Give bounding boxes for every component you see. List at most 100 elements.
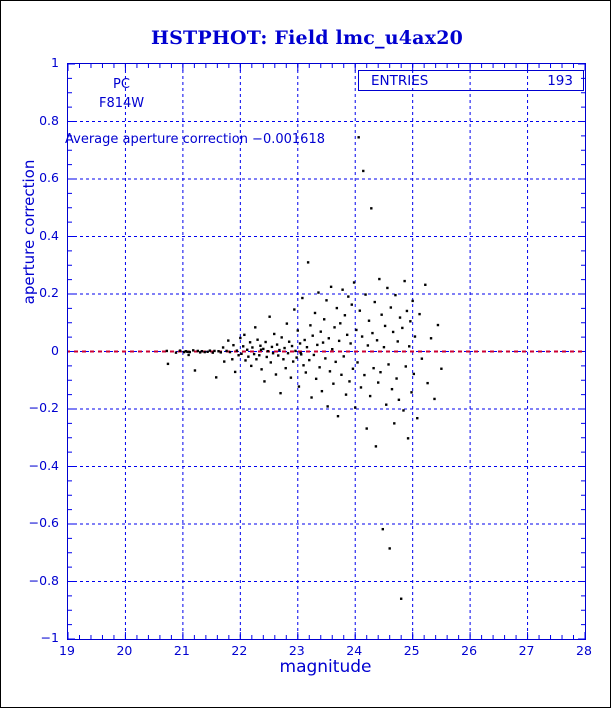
data-point <box>334 360 337 364</box>
data-point <box>403 279 406 283</box>
entries-value: 193 <box>547 73 573 89</box>
data-point <box>372 366 375 370</box>
data-point <box>239 336 242 340</box>
data-point <box>193 369 197 372</box>
data-point <box>344 393 348 396</box>
data-point <box>360 335 364 338</box>
data-point <box>308 358 311 362</box>
data-point <box>217 350 220 353</box>
data-point <box>240 352 243 355</box>
data-point <box>274 373 278 376</box>
data-point <box>203 350 206 354</box>
data-point <box>306 261 310 264</box>
zero-reference-line <box>68 350 585 353</box>
data-point <box>395 377 398 380</box>
y-tick-label: 0 <box>51 342 59 358</box>
y-tick-label: 0.4 <box>39 227 59 243</box>
data-point <box>343 314 347 317</box>
data-point <box>269 361 272 364</box>
data-point <box>391 330 395 334</box>
data-point <box>363 373 366 377</box>
y-tick-label: 1 <box>51 55 59 70</box>
data-point <box>251 346 254 349</box>
data-point <box>211 351 214 354</box>
detector-chip-label: PC <box>113 77 130 92</box>
data-point <box>215 376 218 379</box>
data-point <box>258 354 261 357</box>
data-point <box>227 339 230 342</box>
data-point <box>285 322 289 325</box>
data-point <box>386 286 389 290</box>
data-point <box>266 350 270 353</box>
data-point <box>255 358 258 361</box>
entries-label: ENTRIES <box>371 73 429 89</box>
data-point <box>368 394 372 398</box>
y-tick-label: −0.2 <box>28 400 59 415</box>
data-point <box>265 355 268 359</box>
data-point <box>206 350 209 353</box>
data-point <box>301 296 304 300</box>
data-point <box>182 350 186 354</box>
x-tick-label: 25 <box>403 643 420 658</box>
data-point <box>364 293 367 296</box>
data-point <box>235 349 239 352</box>
data-point <box>324 357 327 360</box>
data-point <box>374 445 378 448</box>
x-tick-label: 22 <box>231 643 248 658</box>
y-tick-label: −0.4 <box>28 457 59 473</box>
data-point <box>291 360 295 363</box>
data-point <box>336 414 340 418</box>
entries-box: ENTRIES 193 <box>358 70 584 91</box>
data-point <box>357 136 360 139</box>
data-point <box>406 437 410 440</box>
data-point <box>277 354 280 357</box>
data-point <box>198 351 202 354</box>
data-point <box>351 367 355 370</box>
data-point <box>208 349 212 352</box>
y-tick-label: −0.6 <box>28 515 59 530</box>
data-point <box>382 345 386 349</box>
y-tick-label: −1 <box>40 630 59 645</box>
data-point <box>314 377 318 381</box>
data-point <box>283 346 286 350</box>
data-point <box>366 344 370 347</box>
data-point <box>379 371 382 374</box>
x-tick-label: 20 <box>116 643 133 658</box>
data-point <box>367 319 371 322</box>
data-point <box>350 303 353 306</box>
data-point <box>420 357 424 360</box>
data-point <box>316 343 319 347</box>
data-point <box>388 547 391 550</box>
data-point <box>373 300 376 304</box>
data-point <box>244 359 247 362</box>
data-point <box>219 351 223 354</box>
data-point <box>280 336 283 339</box>
data-point <box>264 340 267 344</box>
data-point <box>166 362 170 366</box>
data-point <box>296 329 299 332</box>
data-point <box>440 367 443 370</box>
data-point <box>390 387 394 391</box>
data-point <box>246 348 249 351</box>
data-point <box>302 364 305 367</box>
data-point <box>254 326 257 329</box>
data-point <box>331 348 334 351</box>
data-point <box>299 351 302 355</box>
data-point <box>409 320 412 323</box>
data-point <box>225 349 228 353</box>
data-point <box>321 341 325 344</box>
scatter-points-layer <box>165 136 443 600</box>
data-point <box>196 349 200 353</box>
data-point <box>286 352 290 355</box>
data-point <box>248 341 252 344</box>
data-point <box>260 368 263 371</box>
data-point <box>213 349 216 353</box>
x-tick-label: 21 <box>173 643 190 658</box>
data-point <box>398 316 402 319</box>
data-point <box>381 527 384 531</box>
data-point <box>318 366 321 369</box>
y-tick-label: −0.8 <box>28 572 59 588</box>
data-point <box>347 295 350 298</box>
data-point <box>221 346 225 349</box>
data-point <box>335 306 339 310</box>
